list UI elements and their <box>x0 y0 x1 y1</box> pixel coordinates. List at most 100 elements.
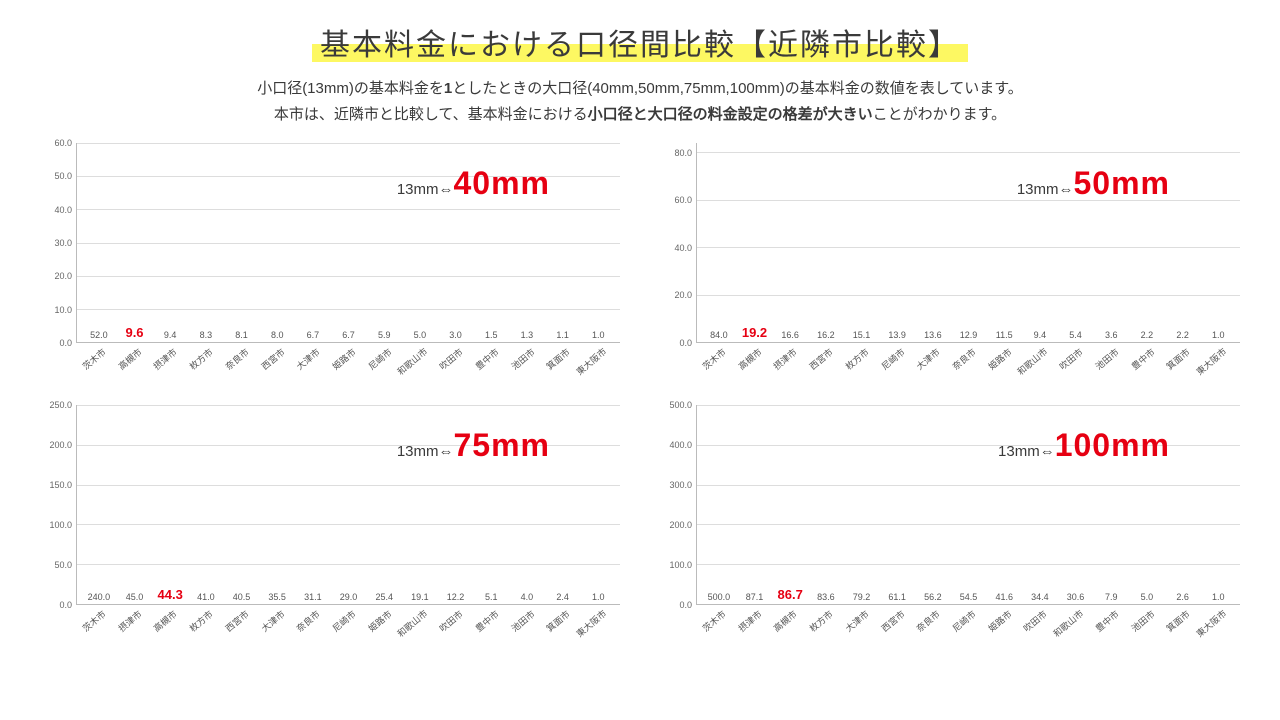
bar-wrap: 25.4 <box>366 592 402 604</box>
y-axis: 0.010.020.030.040.050.060.0 <box>40 143 76 343</box>
bar-wrap: 16.6 <box>772 330 808 342</box>
bar-wrap: 4.0 <box>509 592 545 604</box>
x-tick: 和歌山市 <box>402 343 438 393</box>
bar-value-label: 41.0 <box>197 592 215 602</box>
y-tick-label: 60.0 <box>54 138 72 148</box>
x-tick-label: 箕面市 <box>1164 345 1193 372</box>
x-tick: 東大阪市 <box>580 343 616 393</box>
x-tick-label: 尼崎市 <box>329 607 358 634</box>
x-tick-label: 西宮市 <box>878 607 907 634</box>
x-tick: 西宮市 <box>879 605 915 655</box>
x-tick-label: 大津市 <box>914 345 943 372</box>
x-tick: 池田市 <box>1129 605 1165 655</box>
x-tick: 尼崎市 <box>950 605 986 655</box>
y-tick-label: 200.0 <box>49 440 72 450</box>
x-tick: 西宮市 <box>259 343 295 393</box>
x-tick-label: 池田市 <box>508 345 537 372</box>
x-tick-label: 尼崎市 <box>878 345 907 372</box>
title-wrap: 基本料金における口径間比較【近隣市比較】 <box>40 20 1240 64</box>
bar-wrap: 3.6 <box>1093 330 1129 342</box>
x-tick: 豊中市 <box>473 605 509 655</box>
x-tick: 摂津市 <box>736 605 772 655</box>
bar-value-label: 83.6 <box>817 592 835 602</box>
y-tick-label: 40.0 <box>54 205 72 215</box>
y-axis: 0.050.0100.0150.0200.0250.0 <box>40 405 76 605</box>
x-tick: 吹田市 <box>437 605 473 655</box>
x-tick-label: 箕面市 <box>544 607 573 634</box>
bar-value-label: 25.4 <box>375 592 393 602</box>
bar-value-label: 2.2 <box>1141 330 1154 340</box>
y-tick-label: 50.0 <box>54 560 72 570</box>
bar-wrap: 2.4 <box>545 592 581 604</box>
bar-wrap: 5.1 <box>473 592 509 604</box>
bar-wrap: 3.0 <box>438 330 474 342</box>
bar-wrap: 86.7 <box>772 587 808 604</box>
x-tick: 東大阪市 <box>580 605 616 655</box>
bar-value-label: 3.6 <box>1105 330 1118 340</box>
bar-value-label: 2.2 <box>1176 330 1189 340</box>
x-tick: 尼崎市 <box>879 343 915 393</box>
bar-wrap: 84.0 <box>701 330 737 342</box>
x-tick-label: 大津市 <box>842 607 871 634</box>
bar-wrap: 41.0 <box>188 592 224 604</box>
bar-wrap: 1.0 <box>1200 592 1236 604</box>
x-tick-label: 尼崎市 <box>949 607 978 634</box>
x-tick-label: 奈良市 <box>294 607 323 634</box>
bar-value-label: 16.2 <box>817 330 835 340</box>
y-tick-label: 20.0 <box>674 290 692 300</box>
chart-label: 13mm⇔100mm <box>998 427 1170 464</box>
bar-wrap: 35.5 <box>259 592 295 604</box>
chart-3: 13mm⇔100mm0.0100.0200.0300.0400.0500.050… <box>660 405 1240 655</box>
x-tick: 姫路市 <box>986 605 1022 655</box>
bar-value-label: 34.4 <box>1031 592 1049 602</box>
chart-label: 13mm⇔75mm <box>397 427 550 464</box>
bar-wrap: 16.2 <box>808 330 844 342</box>
bar-wrap: 12.9 <box>951 330 987 342</box>
bar-value-label: 40.5 <box>233 592 251 602</box>
bar-value-label: 500.0 <box>708 592 731 602</box>
label-mm: 75mm <box>454 427 551 463</box>
x-tick-label: 箕面市 <box>544 345 573 372</box>
x-tick: 姫路市 <box>330 343 366 393</box>
bar-wrap: 9.4 <box>152 330 188 342</box>
bar-value-label: 61.1 <box>888 592 906 602</box>
x-tick-label: 豊中市 <box>472 345 501 372</box>
y-tick-label: 0.0 <box>59 338 72 348</box>
x-tick-label: 姫路市 <box>365 607 394 634</box>
x-tick: 吹田市 <box>437 343 473 393</box>
bar-value-label: 6.7 <box>307 330 320 340</box>
x-axis: 茨木市摂津市高槻市枚方市大津市西宮市奈良市尼崎市姫路市吹田市和歌山市豊中市池田市… <box>660 605 1240 655</box>
bar-wrap: 1.0 <box>580 592 616 604</box>
bar-wrap: 6.7 <box>295 330 331 342</box>
bar-wrap: 5.0 <box>1129 592 1165 604</box>
bar-wrap: 13.9 <box>879 330 915 342</box>
bar-wrap: 5.4 <box>1058 330 1094 342</box>
bar-wrap: 30.6 <box>1058 592 1094 604</box>
label-prefix: 13mm⇔ <box>397 181 454 198</box>
bar-value-label: 84.0 <box>710 330 728 340</box>
x-tick: 枚方市 <box>843 343 879 393</box>
x-tick: 摂津市 <box>116 605 152 655</box>
bar-wrap: 15.1 <box>844 330 880 342</box>
bar-value-label: 15.1 <box>853 330 871 340</box>
y-tick-label: 500.0 <box>669 400 692 410</box>
x-tick: 茨木市 <box>700 605 736 655</box>
x-tick: 池田市 <box>1093 343 1129 393</box>
x-tick-label: 茨木市 <box>79 607 108 634</box>
bar-wrap: 52.0 <box>81 330 117 342</box>
x-tick: 大津市 <box>843 605 879 655</box>
bar-value-label: 44.3 <box>158 587 183 602</box>
x-tick: 和歌山市 <box>402 605 438 655</box>
bar-value-label: 7.9 <box>1105 592 1118 602</box>
x-tick: 和歌山市 <box>1057 605 1093 655</box>
subtitle-1b: 1 <box>444 80 452 97</box>
x-tick: 東大阪市 <box>1200 605 1236 655</box>
bar-wrap: 45.0 <box>117 592 153 604</box>
bar-value-label: 29.0 <box>340 592 358 602</box>
x-tick: 吹田市 <box>1057 343 1093 393</box>
x-tick-label: 池田市 <box>1092 345 1121 372</box>
y-tick-label: 30.0 <box>54 238 72 248</box>
y-tick-label: 200.0 <box>669 520 692 530</box>
x-tick-label: 茨木市 <box>699 345 728 372</box>
bar-wrap: 2.2 <box>1165 330 1201 342</box>
